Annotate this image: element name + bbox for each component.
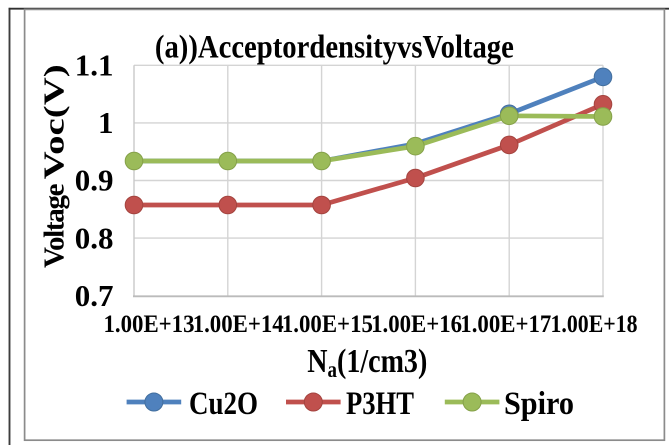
svg-text:0.9: 0.9 [75, 163, 114, 198]
svg-text:1.00E+16: 1.00E+16 [371, 311, 462, 338]
svg-text:1: 1 [98, 105, 114, 140]
svg-text:0.7: 0.7 [75, 278, 114, 313]
svg-text:Na(1/cm3): Na(1/cm3) [307, 343, 427, 382]
svg-text:1.00E+17: 1.00E+17 [460, 311, 551, 338]
svg-text:1.00E+14: 1.00E+14 [193, 311, 284, 338]
svg-text:Voltage Voc(V): Voltage Voc(V) [39, 64, 71, 268]
svg-text:1.00E+18: 1.00E+18 [551, 311, 638, 338]
svg-text:0.8: 0.8 [75, 220, 114, 255]
svg-text:(a))AcceptordensityvsVoltage: (a))AcceptordensityvsVoltage [155, 29, 514, 65]
svg-text:P3HT: P3HT [346, 386, 414, 422]
svg-text:1.00E+15: 1.00E+15 [282, 311, 373, 338]
svg-text:Spiro: Spiro [504, 386, 574, 422]
svg-text:1.1: 1.1 [75, 48, 114, 83]
svg-text:Cu2O: Cu2O [189, 386, 258, 422]
svg-text:1.00E+13: 1.00E+13 [104, 311, 195, 338]
